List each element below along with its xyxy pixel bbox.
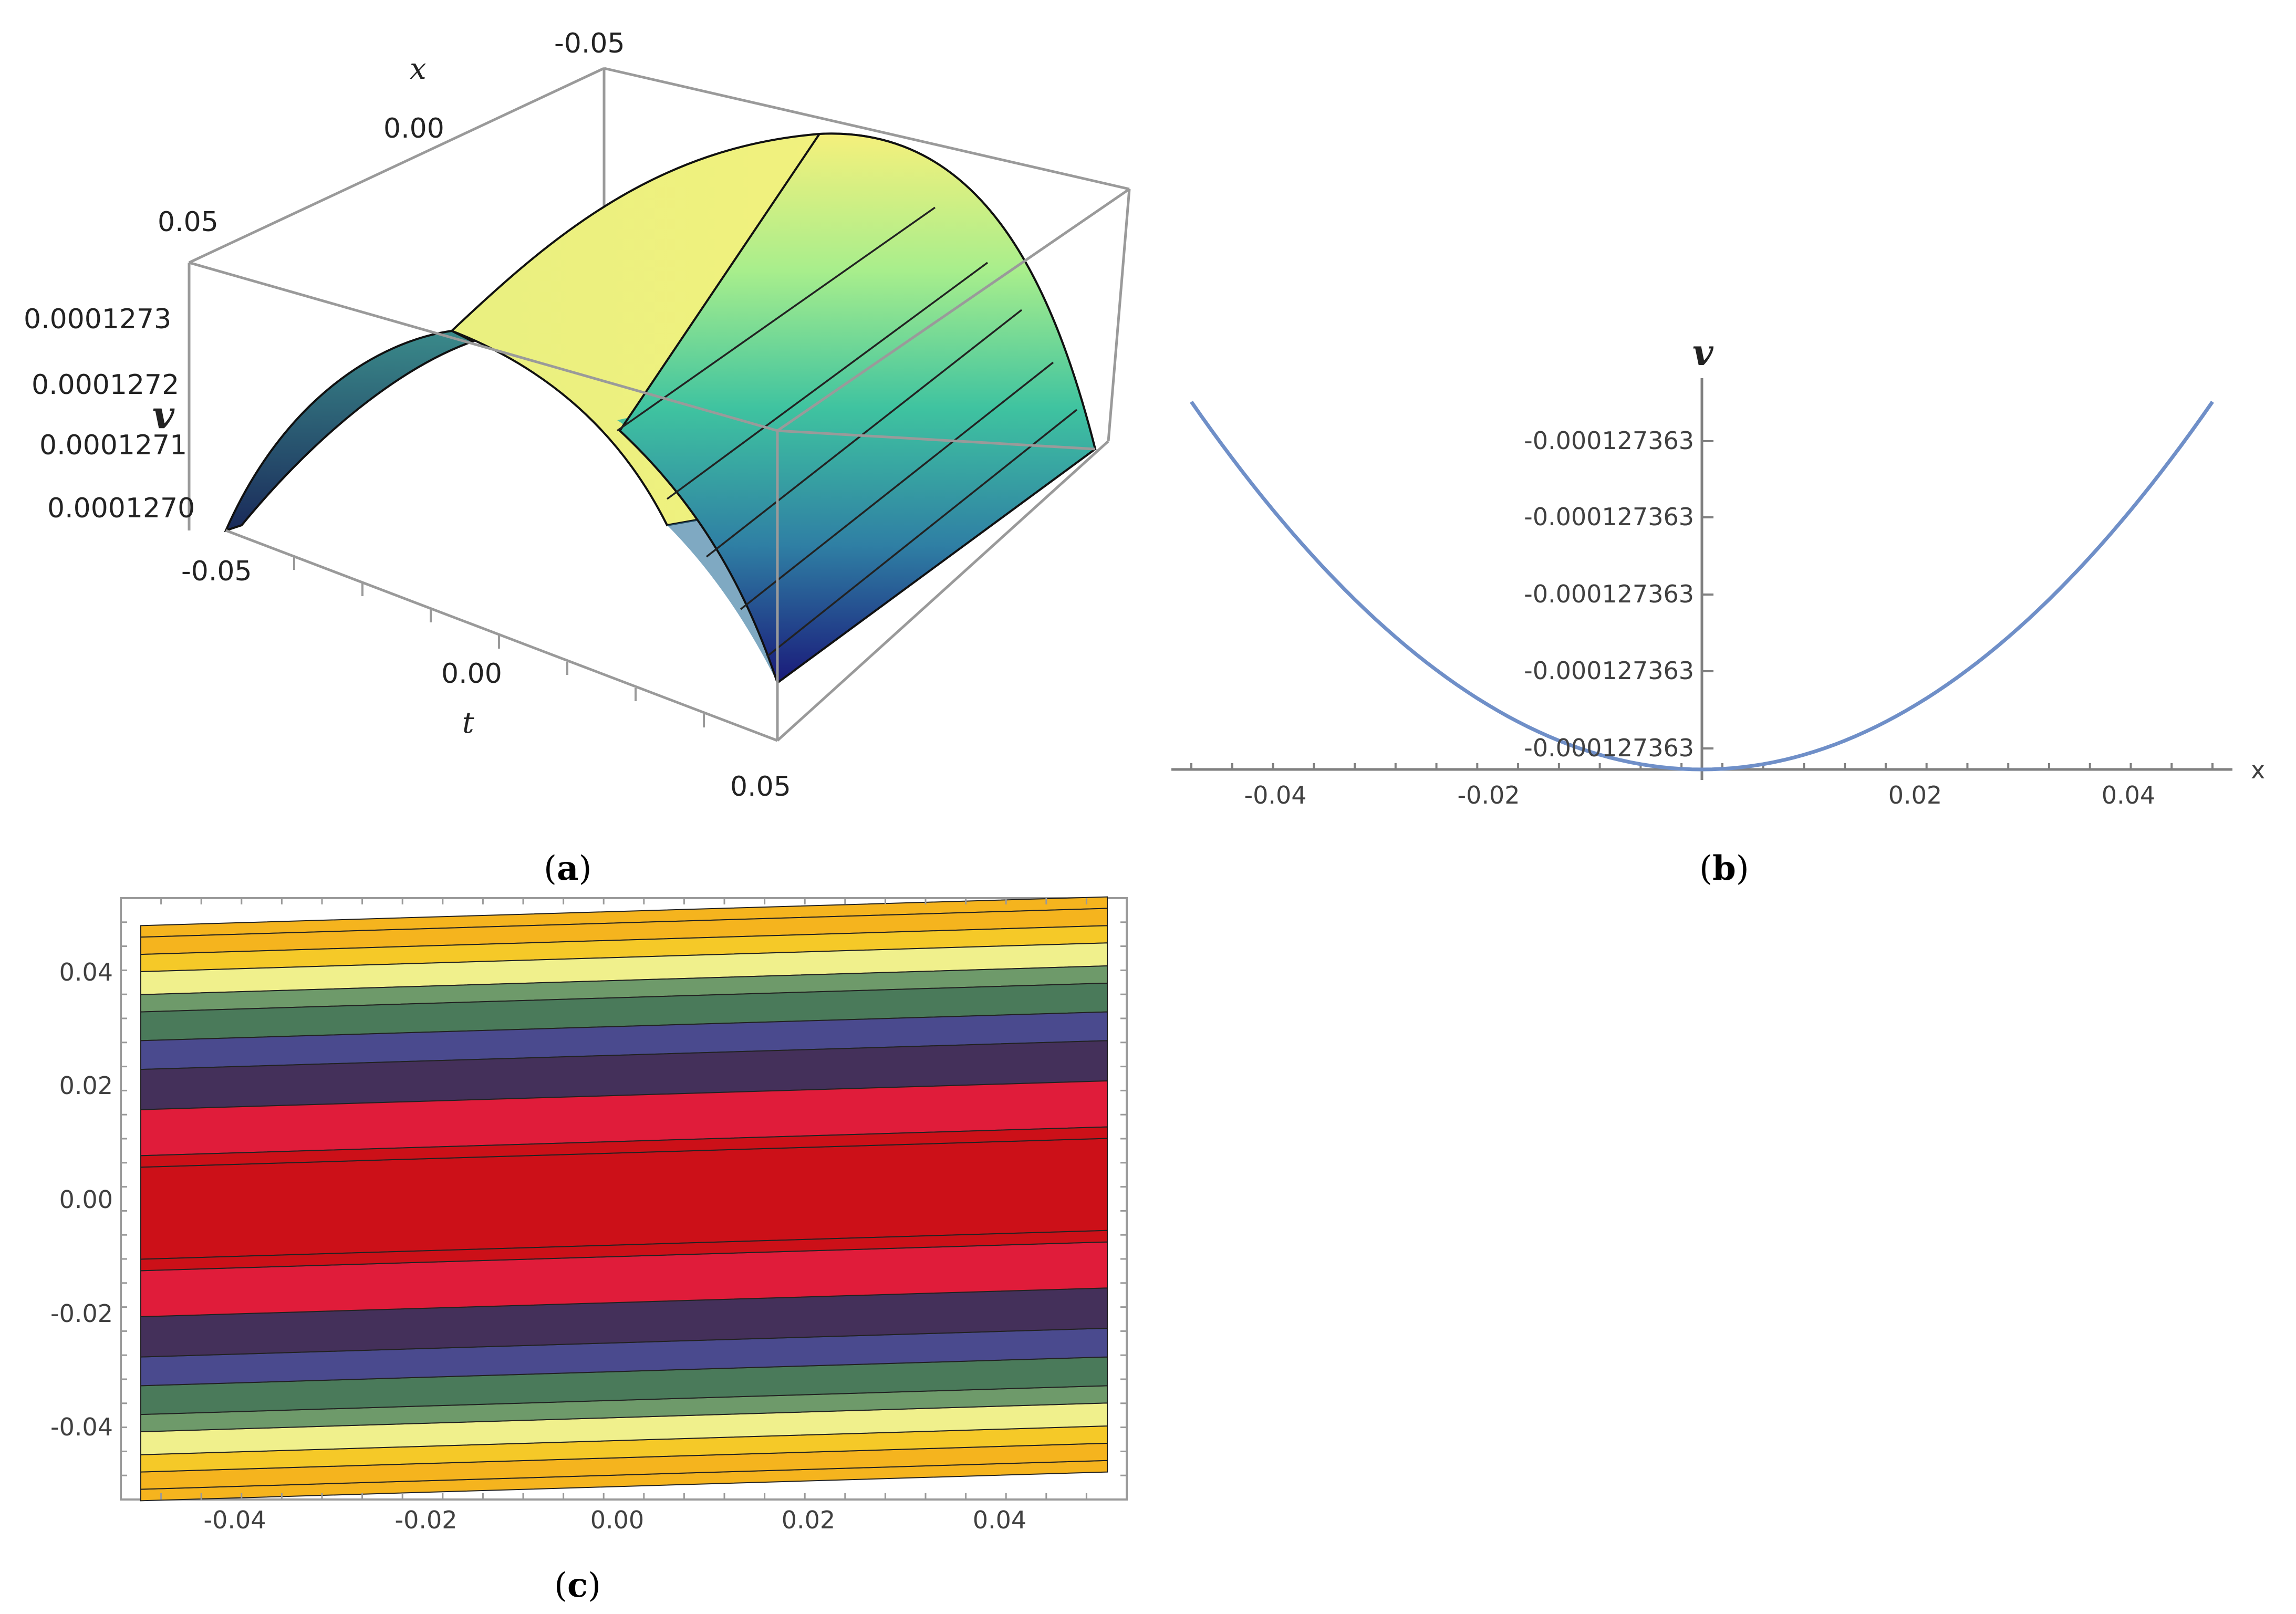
panel-c-contour-plot: 0.04 0.02 0.00 -0.02 -0.04 -0.04 -0.02 0… (50, 896, 1128, 1534)
y-tick-label: -0.000127363 (1524, 580, 1694, 608)
y-ticks (1702, 440, 1713, 749)
x-tick-label: 0.04 (2102, 781, 2155, 809)
x-tick-label: 0.00 (383, 113, 444, 144)
t-tick-label: 0.00 (441, 658, 502, 690)
x-tick-label: -0.04 (203, 1506, 266, 1534)
x-tick-label: 0.02 (782, 1506, 835, 1534)
y-axis-label: v (1692, 332, 1714, 374)
y-tick-label: 0.00 (59, 1185, 113, 1214)
y-tick-label: 0.04 (59, 958, 113, 986)
y-tick-label: -0.000127363 (1524, 503, 1694, 531)
x-tick-label: -0.04 (1244, 781, 1306, 809)
v-axis-label: v (152, 392, 175, 437)
t-axis-ticks (293, 557, 705, 727)
panel-a-surface-plot: x -0.05 0.00 0.05 0.0001273 0.0001272 v … (24, 28, 1131, 803)
contour-band (140, 1230, 1108, 1272)
bounding-box-front (189, 188, 1131, 742)
y-tick-label: -0.000127363 (1524, 657, 1694, 685)
v-tick-label: 0.0001272 (32, 369, 179, 401)
caption-a: (a) (544, 849, 591, 888)
x-tick-label: 0.02 (1888, 781, 1942, 809)
t-axis-label: t (462, 706, 474, 740)
x-axis-label: x (410, 52, 427, 86)
t-tick-label: -0.05 (181, 556, 252, 587)
caption-c: (c) (554, 1566, 601, 1605)
v-tick-label: 0.0001270 (47, 493, 195, 524)
x-tick-label: 0.04 (973, 1506, 1026, 1534)
y-tick-label: 0.02 (59, 1071, 113, 1100)
x-tick-label: -0.02 (394, 1506, 457, 1534)
contour-bands (140, 896, 1108, 1502)
x-tick-label: -0.02 (1457, 781, 1520, 809)
plot-frame (120, 897, 1128, 1501)
caption-b: (b) (1699, 849, 1749, 888)
surface-left-cap (224, 329, 476, 533)
bounding-box-back (188, 67, 1130, 530)
x-tick-label: 0.05 (158, 206, 219, 238)
x-tick-label: -0.05 (554, 28, 625, 59)
x-axis-label: x (2251, 756, 2265, 784)
y-tick-label: -0.02 (50, 1299, 113, 1328)
y-tick-label: -0.04 (50, 1413, 113, 1441)
y-tick-label: -0.000127363 (1524, 426, 1694, 455)
contour-band (140, 1126, 1108, 1168)
x-tick-label: 0.00 (590, 1506, 644, 1534)
v-tick-label: 0.0001273 (24, 304, 171, 335)
surface-mesh-lines (616, 206, 1078, 658)
panel-b-line-plot: v x -0.000127363 -0.000127363 -0.0001273… (1171, 332, 2265, 809)
frame-ticks (120, 897, 1128, 1501)
t-tick-label: 0.05 (730, 771, 791, 803)
v-tick-label: 0.0001271 (39, 430, 187, 461)
y-tick-label: -0.000127363 (1524, 734, 1694, 762)
series-curve (1190, 400, 2214, 772)
